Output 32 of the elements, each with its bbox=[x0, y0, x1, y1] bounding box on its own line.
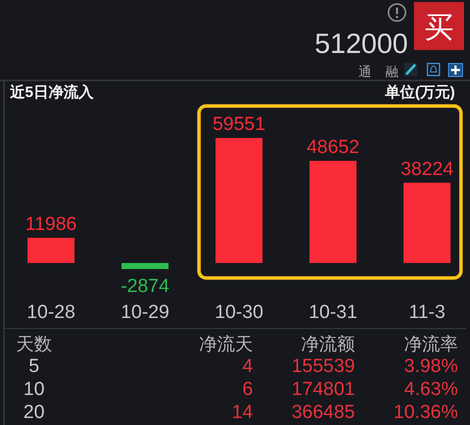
x-tick-label: 10-31 bbox=[308, 302, 358, 323]
text: 3.98% bbox=[404, 356, 458, 377]
category-label: 净流额 bbox=[301, 334, 355, 354]
text: 融 bbox=[386, 64, 398, 79]
chart-title: 近5日净流入 bbox=[9, 83, 94, 101]
text: 10.36% bbox=[394, 402, 458, 423]
x-tick-label: 11-3 bbox=[408, 302, 446, 323]
text: 5 bbox=[28, 356, 40, 377]
category-label: 净流天 bbox=[199, 334, 253, 354]
text: 6 bbox=[242, 379, 253, 400]
category-label: 天数 bbox=[16, 334, 52, 354]
text: 512000 bbox=[314, 28, 408, 59]
text: 155539 bbox=[292, 356, 355, 377]
text: 20 bbox=[23, 402, 45, 423]
text: 366485 bbox=[292, 402, 355, 423]
data-label: -2874 bbox=[120, 276, 170, 298]
text: 14 bbox=[232, 402, 254, 423]
data-label: 38224 bbox=[400, 158, 454, 180]
text: 4.63% bbox=[404, 379, 458, 400]
text: 通 bbox=[358, 64, 372, 79]
text: 10 bbox=[23, 379, 45, 400]
x-tick-label: 10-30 bbox=[214, 302, 264, 323]
category-label: 净流率 bbox=[404, 334, 458, 354]
y-axis-title: 单位(万元) bbox=[384, 84, 455, 101]
data-label: 48652 bbox=[306, 136, 360, 158]
x-tick-label: 10-28 bbox=[26, 302, 76, 323]
text: 174801 bbox=[292, 379, 355, 400]
text: 4 bbox=[242, 356, 254, 377]
button-buy: 买 bbox=[414, 2, 464, 50]
data-label: 59551 bbox=[212, 114, 266, 135]
x-tick-label: 10-29 bbox=[120, 302, 170, 323]
data-label: 11986 bbox=[25, 214, 77, 235]
